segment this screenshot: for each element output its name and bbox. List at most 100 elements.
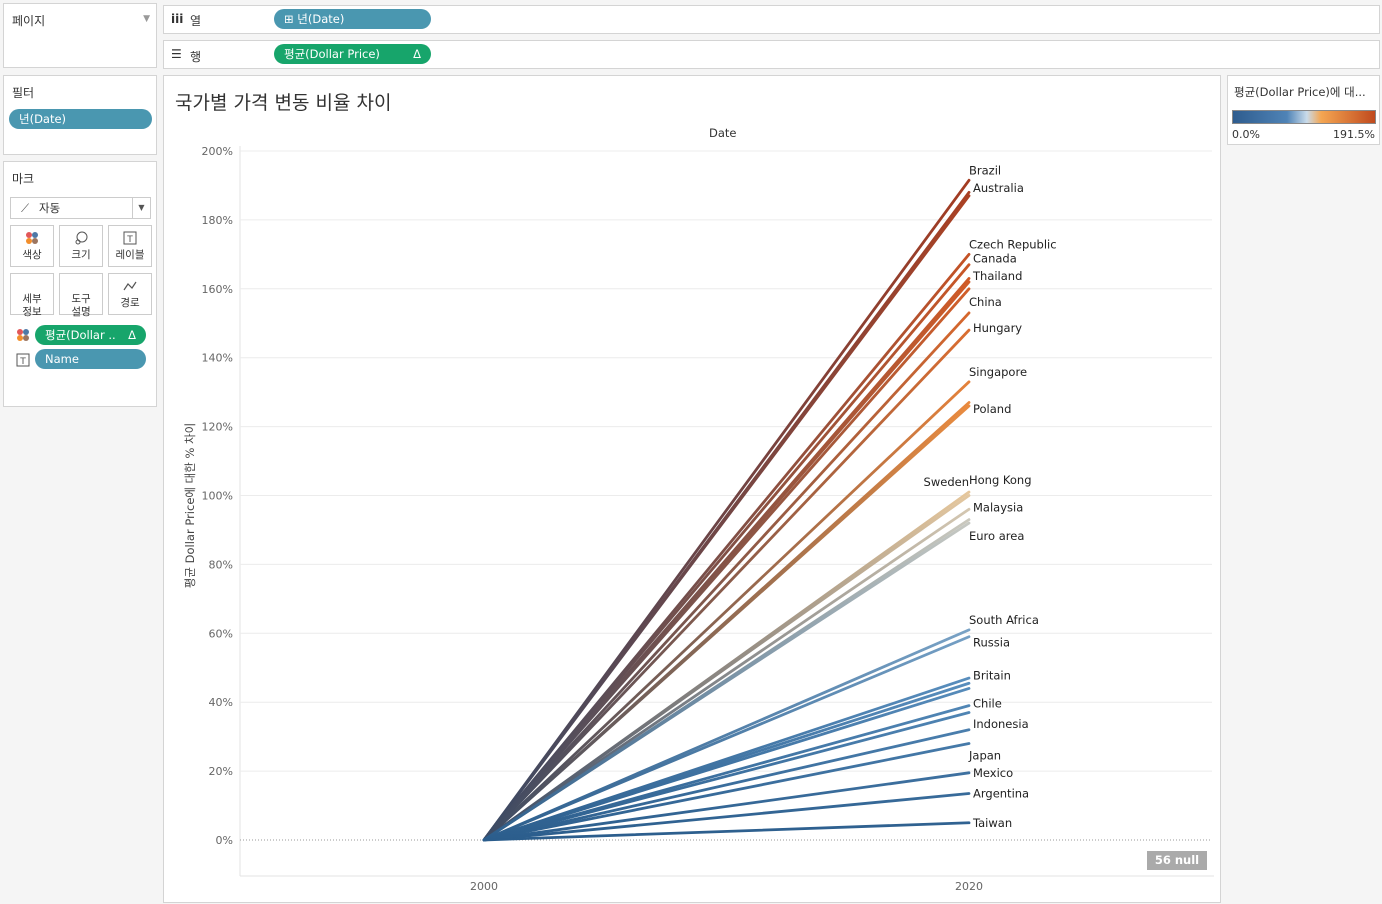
series-line bbox=[482, 311, 971, 842]
y-tick-label: 0% bbox=[216, 834, 233, 847]
size-icon bbox=[60, 231, 102, 245]
path-button-label: 경로 bbox=[120, 297, 140, 309]
series-label: China bbox=[969, 295, 1002, 309]
y-tick-label: 20% bbox=[209, 765, 233, 778]
series-label: Taiwan bbox=[972, 816, 1012, 830]
color-icon bbox=[11, 231, 53, 245]
series-label: Australia bbox=[973, 181, 1024, 195]
null-indicator-badge[interactable]: 56 null bbox=[1147, 851, 1207, 870]
color-legend-card: 평균(Dollar Price)에 대... 0.0% 191.5% bbox=[1227, 75, 1380, 145]
series-label: Chile bbox=[973, 697, 1002, 711]
columns-shelf-label: 열 bbox=[190, 14, 202, 28]
y-tick-label: 40% bbox=[209, 696, 233, 709]
pages-card: 페이지 ▼ bbox=[3, 3, 157, 68]
y-tick-label: 80% bbox=[209, 558, 233, 571]
series-line bbox=[482, 742, 971, 842]
columns-pill-year-date[interactable]: ⊞ 년(Date) bbox=[274, 9, 431, 29]
line-mark-icon: ⟋ bbox=[21, 201, 30, 215]
tooltip-button[interactable]: 도구 설명 bbox=[59, 273, 103, 318]
mark-type-select[interactable]: ⟋ 자동 ▼ bbox=[10, 197, 151, 219]
series-line bbox=[482, 380, 971, 842]
series-line bbox=[482, 194, 971, 842]
series-label: Thailand bbox=[972, 269, 1022, 283]
detail-button-label: 세부 정보 bbox=[22, 293, 42, 318]
rows-pill-label: 평균(Dollar Price) bbox=[284, 47, 380, 61]
y-tick-label: 160% bbox=[202, 283, 233, 296]
series-line bbox=[482, 494, 971, 842]
marks-card: 마크 ⟋ 자동 ▼ 색상 크기 T 레이블 세부 정보 도구 설명 경로 bbox=[3, 161, 157, 407]
columns-shelf[interactable]: iii 열 ⊞ 년(Date) bbox=[163, 5, 1380, 34]
label-button-label: 레이블 bbox=[115, 249, 145, 261]
y-tick-label: 180% bbox=[202, 214, 233, 227]
marks-field-name[interactable]: Name bbox=[35, 349, 146, 369]
line-chart: 0% 20% 40% 60% 80% 100% 120% 140% 160% 180% 200% 20… bbox=[183, 145, 1214, 893]
pages-dropdown-icon[interactable]: ▼ bbox=[143, 14, 150, 24]
series-line bbox=[482, 771, 971, 842]
tooltip-button-label: 도구 설명 bbox=[71, 293, 91, 318]
series-line bbox=[482, 728, 971, 842]
series-label: Poland bbox=[973, 402, 1011, 416]
chevron-down-icon: ▼ bbox=[132, 198, 150, 218]
rows-shelf[interactable]: ☰ 행 평균(Dollar Price) Δ bbox=[163, 40, 1380, 69]
view-card: 국가별 가격 변동 비율 차이 Date 0% 20% 40% 60% 80% 100% 1… bbox=[163, 75, 1221, 903]
series-label: Brazil bbox=[969, 163, 1001, 177]
svg-text:T: T bbox=[19, 357, 26, 367]
label-icon: T bbox=[109, 231, 151, 245]
legend-title[interactable]: 평균(Dollar Price)에 대... bbox=[1234, 85, 1366, 99]
series-label: Hong Kong bbox=[969, 473, 1032, 487]
delta-icon: Δ bbox=[128, 328, 136, 342]
y-tick-label: 60% bbox=[209, 627, 233, 640]
series-label: Czech Republic bbox=[969, 237, 1057, 251]
series-label: Malaysia bbox=[973, 500, 1023, 514]
pages-card-title: 페이지 bbox=[12, 14, 46, 28]
x-tick-label: 2000 bbox=[470, 880, 498, 893]
series-label: Singapore bbox=[969, 365, 1027, 379]
marks-field-label: 평균(Dollar .. bbox=[45, 328, 116, 342]
rows-pill-avg-dollar-price[interactable]: 평균(Dollar Price) Δ bbox=[274, 44, 431, 64]
svg-text:T: T bbox=[126, 235, 133, 245]
series-label: Russia bbox=[973, 636, 1010, 650]
label-button[interactable]: T 레이블 bbox=[108, 225, 152, 267]
columns-icon: iii bbox=[171, 12, 184, 26]
series-line bbox=[482, 521, 971, 842]
series-line bbox=[482, 687, 971, 842]
series-label: Canada bbox=[973, 252, 1017, 266]
path-button[interactable]: 경로 bbox=[108, 273, 152, 315]
series-label: Japan bbox=[968, 749, 1001, 763]
series-line bbox=[482, 287, 971, 842]
delta-icon: Δ bbox=[413, 47, 421, 61]
y-tick-label: 200% bbox=[202, 145, 233, 158]
series-line bbox=[482, 821, 971, 842]
series-label: Euro area bbox=[969, 529, 1024, 543]
view-title: 국가별 가격 변동 비율 차이 bbox=[175, 92, 392, 114]
color-icon bbox=[16, 327, 30, 346]
label-icon: T bbox=[16, 352, 30, 371]
column-header-date: Date bbox=[709, 126, 737, 140]
legend-min-label: 0.0% bbox=[1232, 128, 1260, 141]
path-icon bbox=[109, 279, 151, 293]
legend-color-ramp bbox=[1232, 110, 1376, 124]
series-label: Indonesia bbox=[973, 717, 1029, 731]
filter-pill-year-date[interactable]: 년(Date) bbox=[9, 109, 152, 129]
series-line bbox=[482, 507, 971, 842]
series-label: Hungary bbox=[973, 321, 1022, 335]
x-tick-label: 2020 bbox=[955, 880, 983, 893]
rows-shelf-label: 행 bbox=[190, 50, 202, 64]
filters-card-title: 필터 bbox=[12, 86, 35, 100]
y-axis-title: 평균 Dollar Price에 대한 % 차이 bbox=[183, 423, 197, 588]
series-label: South Africa bbox=[969, 613, 1039, 627]
marks-card-title: 마크 bbox=[12, 172, 35, 186]
y-tick-label: 140% bbox=[202, 352, 233, 365]
series-label: Sweden bbox=[924, 475, 969, 489]
color-button[interactable]: 색상 bbox=[10, 225, 54, 267]
legend-max-label: 191.5% bbox=[1333, 128, 1375, 141]
series-line bbox=[482, 328, 971, 842]
series-label: Argentina bbox=[973, 786, 1029, 800]
y-tick-label: 100% bbox=[202, 490, 233, 503]
detail-button[interactable]: 세부 정보 bbox=[10, 273, 54, 318]
marks-field-avg-dollar-price[interactable]: 평균(Dollar .. Δ bbox=[35, 325, 146, 345]
series-line bbox=[482, 792, 971, 842]
size-button[interactable]: 크기 bbox=[59, 225, 103, 267]
series-line bbox=[482, 404, 971, 842]
y-tick-label: 120% bbox=[202, 421, 233, 434]
